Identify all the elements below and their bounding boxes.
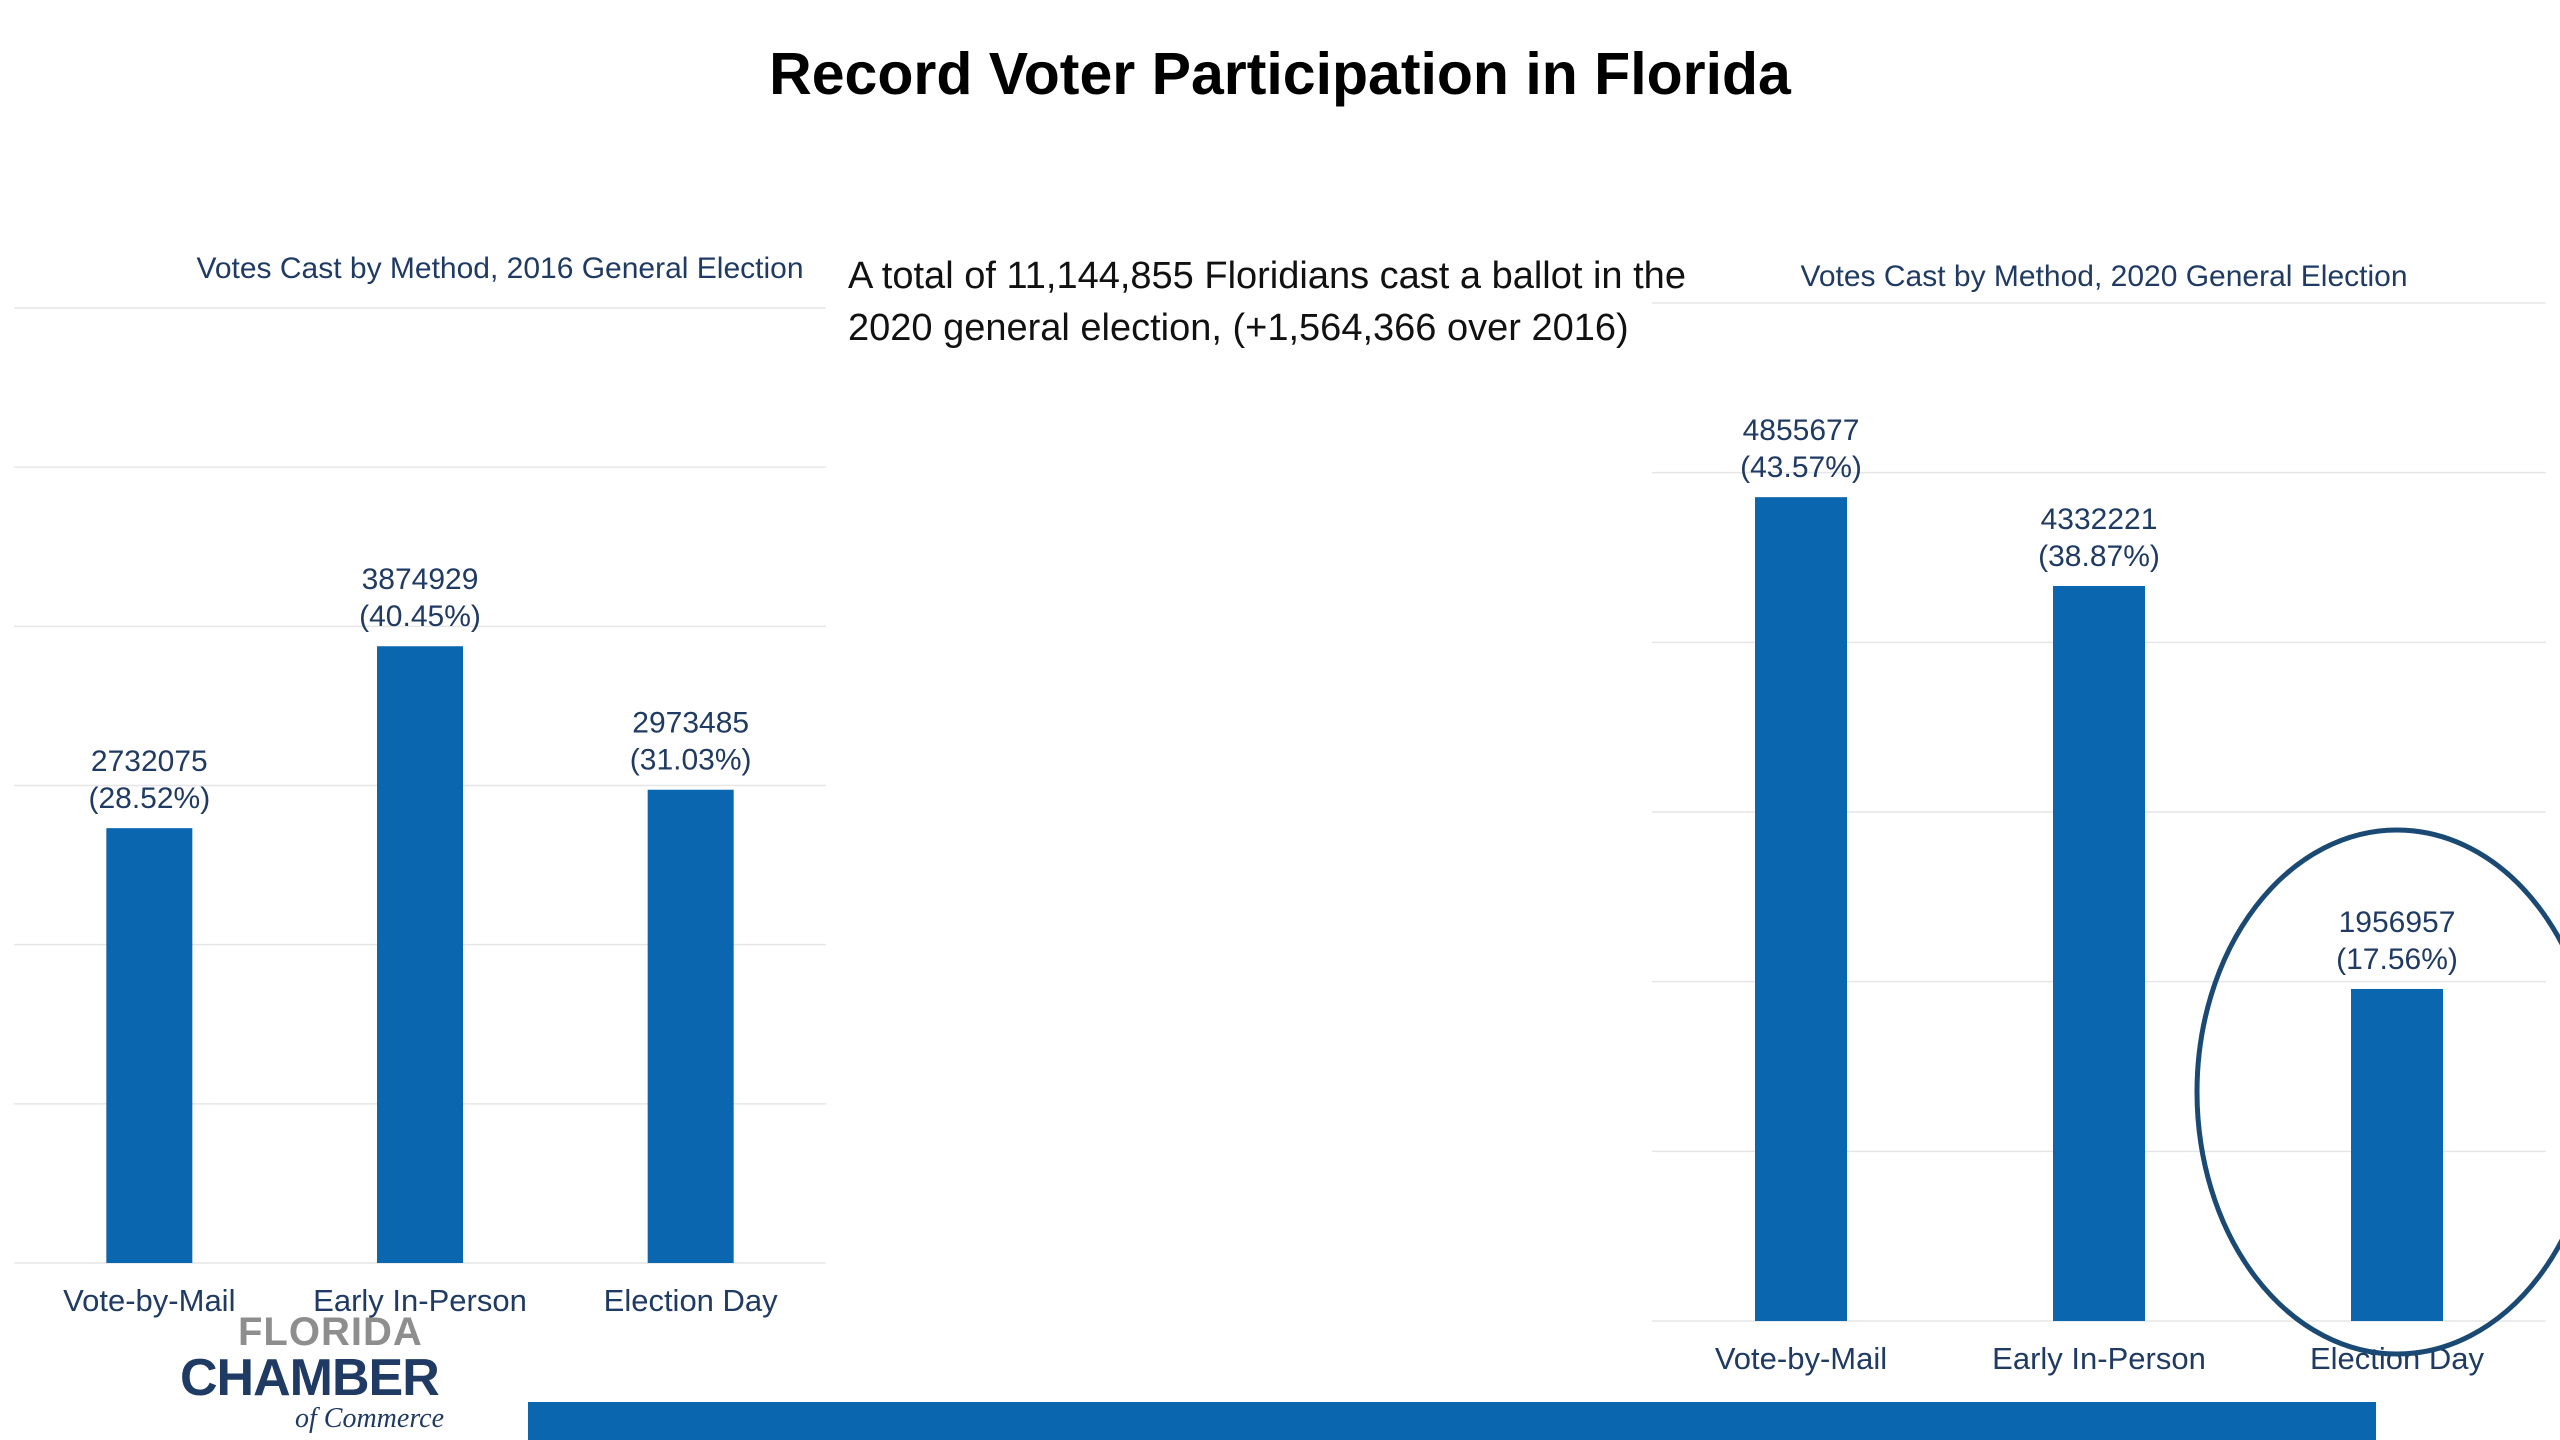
logo-line-florida: FLORIDA — [238, 1310, 423, 1354]
category-label: Election Day — [604, 1283, 779, 1318]
highlight-ellipse — [2194, 827, 2560, 1357]
data-label-percent: (43.57%) — [1740, 451, 1862, 484]
bar-election-day — [647, 789, 734, 1263]
bar-election-day — [2351, 988, 2443, 1321]
category-label: Election Day — [2310, 1341, 2485, 1376]
data-label-value: 4332221 — [2041, 503, 2158, 536]
bar-early-in-person — [2053, 585, 2145, 1321]
data-label-value: 3874929 — [362, 563, 479, 596]
chart-title: Votes Cast by Method, 2016 General Elect… — [196, 252, 803, 285]
data-label-value: 1956957 — [2339, 906, 2456, 939]
data-label-value: 2732075 — [91, 745, 208, 778]
bar-early-in-person — [377, 646, 463, 1263]
bar-vote-by-mail — [106, 828, 193, 1263]
data-label-percent: (28.52%) — [88, 782, 210, 815]
data-label-value: 2973485 — [632, 707, 749, 740]
data-label-percent: (40.45%) — [359, 600, 481, 633]
florida-chamber-logo: FLORIDA CHAMBER of Commerce — [180, 1310, 470, 1440]
logo-line-commerce: of Commerce — [295, 1403, 445, 1434]
chart-2020: Votes Cast by Method, 2020 General Elect… — [1652, 260, 2560, 1376]
chart-title: Votes Cast by Method, 2020 General Elect… — [1800, 260, 2407, 293]
data-label-percent: (17.56%) — [2336, 943, 2458, 976]
chart-2016: Votes Cast by Method, 2016 General Elect… — [14, 252, 826, 1318]
bar-vote-by-mail — [1755, 497, 1847, 1322]
slide-title: Record Voter Participation in Florida — [769, 41, 1791, 107]
data-label-value: 4855677 — [1743, 414, 1860, 447]
summary-text: A total of 11,144,855 Floridians cast a … — [848, 255, 1686, 349]
category-label: Vote-by-Mail — [63, 1283, 235, 1318]
category-label: Vote-by-Mail — [1715, 1341, 1887, 1376]
footer-bar — [528, 1402, 2376, 1440]
category-label: Early In-Person — [1992, 1341, 2206, 1376]
data-label-percent: (38.87%) — [2038, 540, 2160, 573]
logo-line-chamber: CHAMBER — [180, 1349, 440, 1407]
data-label-percent: (31.03%) — [630, 744, 752, 777]
category-label: Early In-Person — [313, 1283, 527, 1318]
